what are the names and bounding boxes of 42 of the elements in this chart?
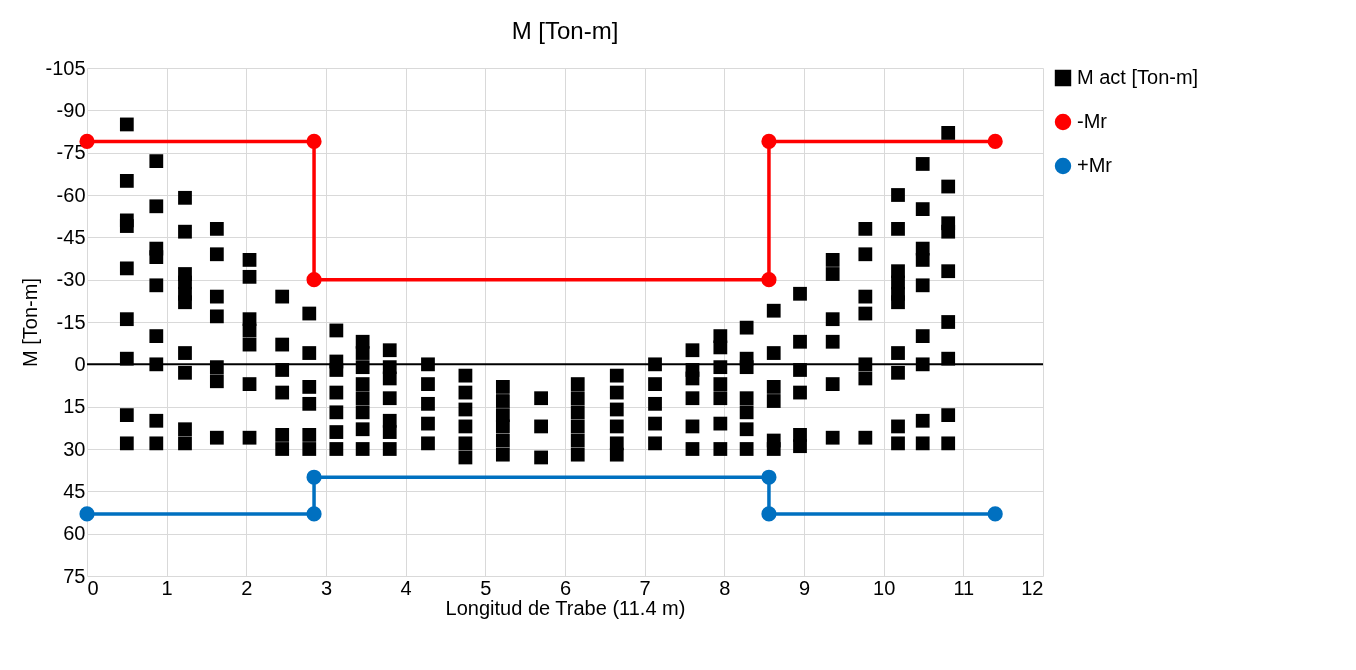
- x-tick-label: 12: [1021, 576, 1044, 599]
- point: [306, 272, 322, 288]
- point: [761, 506, 777, 522]
- x-tick-label: 9: [798, 576, 811, 599]
- point: [79, 506, 95, 522]
- y-tick-label: -75: [56, 141, 86, 164]
- x-tick-label: 10: [873, 576, 896, 599]
- x-axis-title: Longitud de Trabe (11.4 m): [445, 596, 686, 619]
- x-tick-label: 8: [719, 576, 731, 599]
- legend-label: +Mr: [1077, 154, 1113, 176]
- legend-label: -Mr: [1077, 110, 1108, 132]
- point: [306, 133, 322, 149]
- point: [761, 469, 777, 485]
- point: [761, 272, 777, 288]
- point: [306, 469, 322, 485]
- point: [987, 506, 1003, 522]
- y-tick-label: 60: [63, 522, 86, 545]
- y-tick-label: -60: [56, 183, 86, 206]
- point: [761, 133, 777, 149]
- x-tick-label: 2: [241, 576, 253, 599]
- y-tick-label: 30: [63, 437, 86, 460]
- x-tick-label: 1: [161, 576, 173, 599]
- y-tick-label: 15: [63, 395, 86, 418]
- legend-label: M act [Ton-m]: [1077, 66, 1199, 88]
- y-tick-label: 75: [63, 564, 86, 587]
- y-tick-label: 45: [63, 479, 86, 502]
- x-tick-label: 7: [639, 576, 651, 599]
- x-tick-label: 5: [480, 576, 492, 599]
- chart-title: M [Ton-m]: [511, 17, 619, 44]
- y-tick-label: 0: [74, 352, 86, 375]
- y-tick-label: -45: [56, 225, 86, 248]
- x-tick-label: 11: [953, 576, 975, 599]
- y-tick-label: -15: [56, 310, 86, 333]
- x-tick-label: 3: [320, 576, 333, 599]
- x-tick-label: 6: [559, 576, 572, 599]
- y-tick-label: -30: [56, 268, 86, 291]
- y-tick-label: -105: [45, 56, 86, 79]
- x-tick-label: 4: [400, 576, 412, 599]
- point: [306, 506, 322, 522]
- y-axis-title: M [Ton-m]: [19, 278, 42, 367]
- point: [987, 133, 1003, 149]
- y-tick-label: -90: [56, 98, 86, 121]
